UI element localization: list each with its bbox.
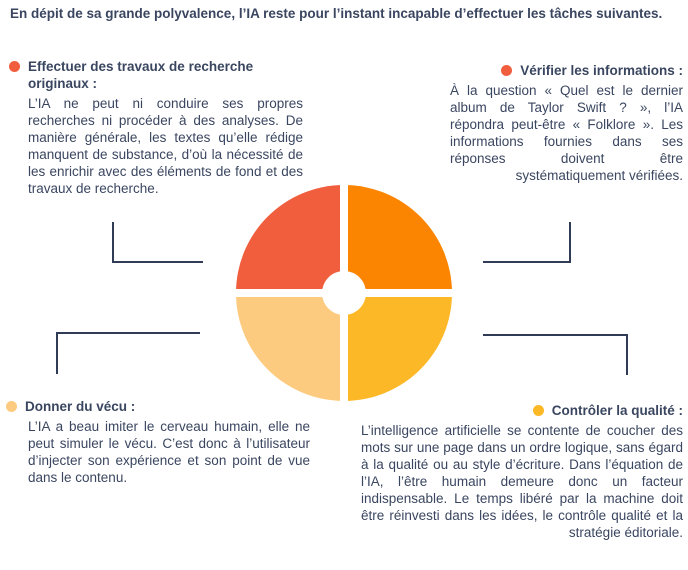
block-quality-body: L’intelligence artificielle se contente … [361,423,683,540]
bullet-icon [9,61,20,72]
wheel-quadrant-bottom-right [344,293,452,401]
block-verify-heading-row: Vérifier les informations : [450,62,683,79]
block-research-heading: Effectuer des travaux de recherche origi… [28,59,254,91]
block-research-heading-row: Effectuer des travaux de recherche origi… [9,58,303,92]
block-experience: Donner du vécu : L’IA a beau imiter le c… [6,398,310,486]
block-quality-heading-row: Contrôler la qualité : [361,402,683,419]
page-title: En dépit de sa grande polyvalence, l’IA … [10,6,663,21]
connector-bottom-right [483,334,628,375]
bullet-icon [532,405,544,416]
block-quality: Contrôler la qualité : L’intelligence ar… [361,402,683,541]
block-experience-body: L’IA a beau imiter le cerveau humain, el… [28,419,310,485]
block-verify-heading: Vérifier les informations : [520,63,683,78]
block-experience-heading: Donner du vécu : [25,399,136,414]
wheel-quadrant-bottom-left [236,293,344,401]
connector-top-left [112,222,203,263]
quadrant-wheel [236,185,452,401]
wheel-quadrant-top-left [236,185,344,293]
bullet-icon [501,65,513,76]
block-verify: Vérifier les informations : À la questio… [450,62,683,184]
wheel-center-hole [322,271,366,315]
bullet-icon [6,401,17,412]
connector-bottom-left [56,332,200,374]
block-quality-heading: Contrôler la qualité : [551,403,683,418]
connector-top-right [483,222,571,263]
block-experience-heading-row: Donner du vécu : [6,398,310,415]
block-verify-body: À la question « Quel est le dernier albu… [450,83,683,183]
block-research-body: L’IA ne peut ni conduire ses propres rec… [28,96,303,196]
wheel-quadrant-top-right [344,185,452,293]
block-research: Effectuer des travaux de recherche origi… [9,58,303,197]
